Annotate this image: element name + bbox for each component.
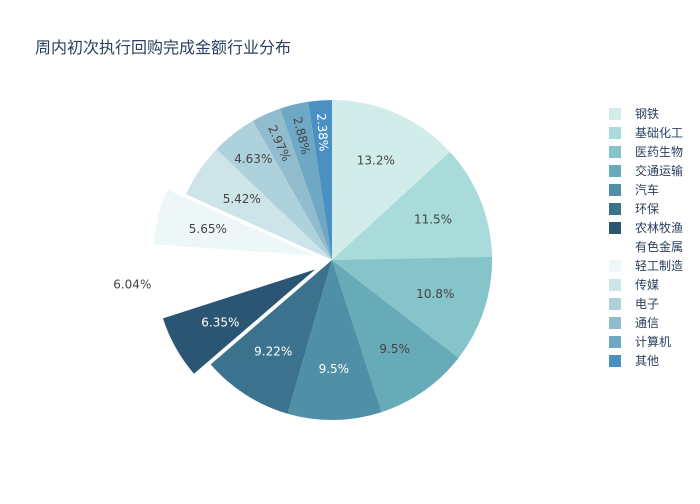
legend-item-11[interactable]: 电子 [609, 297, 659, 311]
legend-swatch [609, 165, 621, 177]
chart-title: 周内初次执行回购完成金额行业分布 [35, 38, 292, 57]
legend-item-10[interactable]: 传媒 [609, 277, 659, 292]
slice-label-3: 10.8% [416, 287, 454, 301]
legend-item-5[interactable]: 汽车 [609, 182, 659, 197]
legend-swatch [609, 241, 621, 253]
slice-label-10: 5.42% [223, 192, 261, 206]
legend-label: 环保 [635, 202, 659, 216]
legend-swatch [609, 108, 621, 120]
pie-slice-3[interactable] [332, 256, 492, 358]
legend-item-1[interactable]: 钢铁 [609, 107, 659, 121]
legend-label: 农林牧渔 [635, 221, 683, 235]
slice-label-4: 9.5% [379, 342, 410, 356]
pie-slice-6[interactable] [210, 260, 332, 414]
legend-label: 医药生物 [635, 145, 683, 159]
legend-swatch [609, 127, 621, 139]
pie-labels: 13.2% 11.5% 10.8% 9.5% 9.5% 9.22% 6.35% 6.04% 5.… [113, 113, 454, 376]
pie-slice-8[interactable] [152, 251, 313, 312]
chart-legend[interactable]: 钢铁基础化工医药生物交通运输汽车环保农林牧渔有色金属轻工制造传媒电子通信计算机其… [609, 107, 683, 368]
pie-slice-13[interactable] [280, 101, 332, 261]
slice-label-14: 2.38% [314, 113, 331, 152]
legend-label: 传媒 [635, 277, 659, 292]
legend-swatch [609, 317, 621, 329]
legend-item-6[interactable]: 环保 [609, 202, 659, 216]
legend-label: 轻工制造 [635, 259, 683, 273]
legend-item-3[interactable]: 医药生物 [609, 145, 683, 159]
legend-label: 其他 [635, 354, 659, 368]
legend-label: 汽车 [635, 182, 659, 197]
legend-swatch [609, 279, 621, 291]
pie-slice-9[interactable] [153, 189, 314, 256]
slice-label-7: 6.35% [201, 316, 239, 330]
slice-label-5: 9.5% [319, 362, 350, 376]
pie-slices [152, 100, 492, 421]
legend-item-4[interactable]: 交通运输 [609, 163, 683, 178]
pie-slice-10[interactable] [186, 149, 332, 260]
pie-slice-11[interactable] [216, 120, 332, 260]
legend-label: 交通运输 [635, 163, 683, 178]
legend-label: 电子 [635, 297, 659, 311]
slice-label-6: 9.22% [254, 345, 292, 359]
slice-label-8: 6.04% [113, 277, 151, 291]
legend-item-7[interactable]: 农林牧渔 [609, 221, 683, 235]
legend-swatch [609, 298, 621, 310]
legend-swatch [609, 146, 621, 158]
pie-slice-5[interactable] [287, 260, 382, 421]
pie-slice-2[interactable] [332, 151, 492, 260]
pie-slice-4[interactable] [332, 260, 459, 413]
legend-swatch [609, 336, 621, 348]
legend-label: 钢铁 [635, 107, 659, 121]
legend-label: 通信 [635, 316, 659, 330]
legend-item-9[interactable]: 轻工制造 [609, 259, 683, 273]
legend-label: 计算机 [635, 334, 671, 349]
legend-swatch [609, 184, 621, 196]
legend-item-2[interactable]: 基础化工 [609, 126, 683, 140]
legend-swatch [609, 222, 621, 234]
legend-label: 基础化工 [635, 126, 683, 140]
slice-label-11: 4.63% [234, 152, 272, 166]
legend-item-13[interactable]: 计算机 [609, 334, 671, 349]
slice-label-2: 11.5% [414, 213, 452, 227]
legend-swatch [609, 260, 621, 272]
pie-slice-1[interactable] [332, 100, 450, 260]
legend-item-14[interactable]: 其他 [609, 354, 659, 368]
slice-label-9: 5.65% [189, 222, 227, 236]
legend-swatch [609, 203, 621, 215]
legend-item-12[interactable]: 通信 [609, 316, 659, 330]
legend-item-8[interactable]: 有色金属 [609, 239, 683, 254]
legend-swatch [609, 355, 621, 367]
legend-label: 有色金属 [635, 239, 683, 254]
pie-slice-12[interactable] [252, 108, 332, 261]
pie-slice-7[interactable] [162, 269, 316, 374]
pie-slice-14[interactable] [308, 100, 332, 260]
slice-label-1: 13.2% [357, 153, 395, 167]
